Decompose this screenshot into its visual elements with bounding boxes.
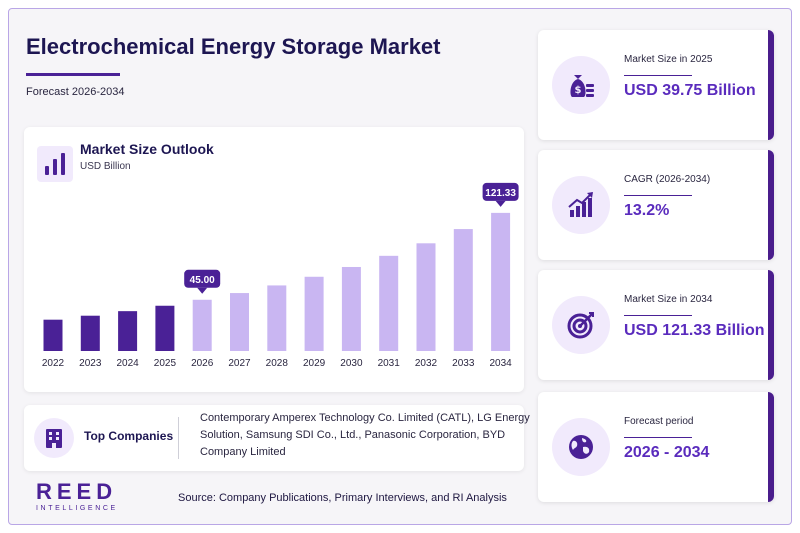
- x-tick-label: 2028: [266, 358, 289, 369]
- x-tick-label: 2023: [79, 358, 102, 369]
- stat-rule: [624, 315, 692, 316]
- stat-value: 2026 - 2034: [624, 444, 710, 461]
- stat-rule: [624, 195, 692, 196]
- callout-label: 45.00: [190, 275, 215, 286]
- bar-2027: [230, 293, 249, 351]
- stat-card-market-size-2025: $ Market Size in 2025 USD 39.75 Billion: [538, 30, 774, 140]
- bar-2028: [267, 285, 287, 351]
- title-underline: [26, 73, 120, 76]
- stat-label: Forecast period: [624, 416, 694, 427]
- card-accent: [768, 270, 774, 380]
- card-accent: [768, 392, 774, 502]
- top-companies-card: Top Companies Contemporary Amperex Techn…: [24, 405, 530, 471]
- stat-label: Market Size in 2034: [624, 294, 713, 305]
- logo-wordmark: REED: [36, 479, 118, 504]
- logo-tagline: INTELLIGENCE: [36, 505, 118, 512]
- x-tick-label: 2026: [191, 358, 214, 369]
- stat-label: Market Size in 2025: [624, 54, 713, 65]
- bar-2034: [491, 212, 511, 351]
- page-title: Electrochemical Energy Storage Market: [26, 34, 441, 59]
- bar-2030: [341, 266, 361, 351]
- globe-icon: [552, 418, 610, 476]
- source-note: Source: Company Publications, Primary In…: [178, 492, 507, 504]
- stat-card-market-size-2034: Market Size in 2034 USD 121.33 Billion: [538, 270, 774, 380]
- market-size-chart-card: Market Size Outlook USD Billion 2022 2023…: [24, 127, 524, 392]
- stat-value: 13.2%: [624, 202, 670, 219]
- bar-2023: [80, 315, 100, 351]
- bar-2022: [43, 319, 63, 351]
- x-tick-label: 2030: [340, 358, 363, 369]
- x-tick-label: 2022: [42, 358, 65, 369]
- callout-2026: 45.00: [184, 269, 221, 294]
- card-accent: [768, 30, 774, 140]
- top-companies-list: Contemporary Amperex Technology Co. Limi…: [200, 412, 530, 458]
- growth-chart-icon: [552, 176, 610, 234]
- bar-2026: [192, 299, 212, 351]
- divider: [178, 417, 179, 459]
- x-tick-label: 2025: [154, 358, 177, 369]
- x-tick-label: 2027: [228, 358, 251, 369]
- stat-card-forecast-period: Forecast period 2026 - 2034: [538, 392, 774, 502]
- x-tick-label: 2031: [378, 358, 401, 369]
- stat-value: USD 39.75 Billion: [624, 82, 756, 99]
- stat-rule: [624, 437, 692, 438]
- svg-text:$: $: [575, 85, 582, 96]
- bar-2032: [416, 243, 436, 351]
- callout-label: 121.33: [485, 188, 516, 199]
- bar-2033: [453, 229, 473, 351]
- stat-rule: [624, 75, 692, 76]
- building-icon: [34, 418, 74, 458]
- chart-title: Market Size Outlook: [80, 141, 214, 157]
- x-tick-label: 2033: [452, 358, 475, 369]
- bar-chart-icon: [37, 146, 73, 182]
- reed-intelligence-logo: REED INTELLIGENCE: [36, 479, 118, 513]
- page-subtitle: Forecast 2026-2034: [26, 86, 125, 98]
- top-companies-label: Top Companies: [84, 429, 174, 443]
- bar-chart: 2022 2023 2024 2025 2026 2027 2028 2029 2030 2031…: [42, 182, 519, 369]
- bar-2029: [304, 276, 324, 351]
- callout-2034: 121.33: [482, 182, 519, 207]
- bar-2024: [118, 311, 138, 351]
- stat-card-cagr: CAGR (2026-2034) 13.2%: [538, 150, 774, 260]
- target-icon: [552, 296, 610, 354]
- stat-value: USD 121.33 Billion: [624, 322, 765, 339]
- bar-2031: [379, 255, 399, 351]
- chart-unit-label: USD Billion: [80, 161, 131, 172]
- stat-label: CAGR (2026-2034): [624, 174, 711, 185]
- x-tick-label: 2034: [489, 358, 512, 369]
- card-accent: [768, 150, 774, 260]
- bar-2025: [155, 305, 175, 351]
- x-tick-label: 2029: [303, 358, 326, 369]
- x-tick-label: 2024: [116, 358, 139, 369]
- x-tick-label: 2032: [415, 358, 438, 369]
- money-bag-icon: $: [552, 56, 610, 114]
